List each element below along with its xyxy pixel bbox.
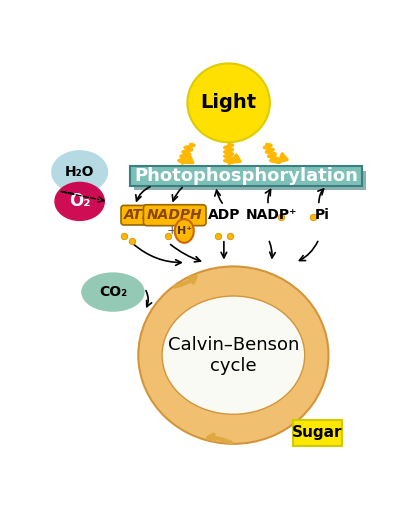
Text: NADPH: NADPH	[147, 208, 202, 222]
Text: Light: Light	[200, 93, 257, 112]
Point	[278, 213, 284, 221]
Point	[214, 231, 221, 240]
Point	[165, 231, 172, 240]
Ellipse shape	[162, 296, 305, 414]
Point	[121, 231, 127, 240]
Text: +: +	[166, 224, 177, 238]
Ellipse shape	[81, 272, 145, 312]
FancyBboxPatch shape	[130, 166, 362, 186]
Text: NADP⁺: NADP⁺	[246, 208, 297, 222]
Text: O₂: O₂	[69, 193, 90, 210]
Text: Photophosphorylation: Photophosphorylation	[134, 167, 358, 185]
FancyBboxPatch shape	[134, 170, 366, 190]
Text: Pi: Pi	[315, 208, 330, 222]
Point	[309, 213, 316, 221]
Text: H⁺: H⁺	[177, 226, 192, 236]
Ellipse shape	[54, 182, 105, 221]
Ellipse shape	[138, 266, 328, 444]
Ellipse shape	[51, 150, 108, 194]
Text: Calvin–Benson
cycle: Calvin–Benson cycle	[168, 336, 299, 375]
Text: CO₂: CO₂	[99, 285, 127, 299]
Circle shape	[175, 219, 194, 243]
Text: ATP: ATP	[124, 208, 153, 222]
Point	[227, 231, 234, 240]
Point	[129, 237, 135, 245]
FancyBboxPatch shape	[293, 420, 342, 445]
Text: Sugar: Sugar	[292, 425, 343, 440]
Point	[178, 231, 184, 240]
Text: ADP: ADP	[208, 208, 240, 222]
Text: H₂O: H₂O	[65, 165, 94, 179]
Ellipse shape	[187, 63, 270, 142]
